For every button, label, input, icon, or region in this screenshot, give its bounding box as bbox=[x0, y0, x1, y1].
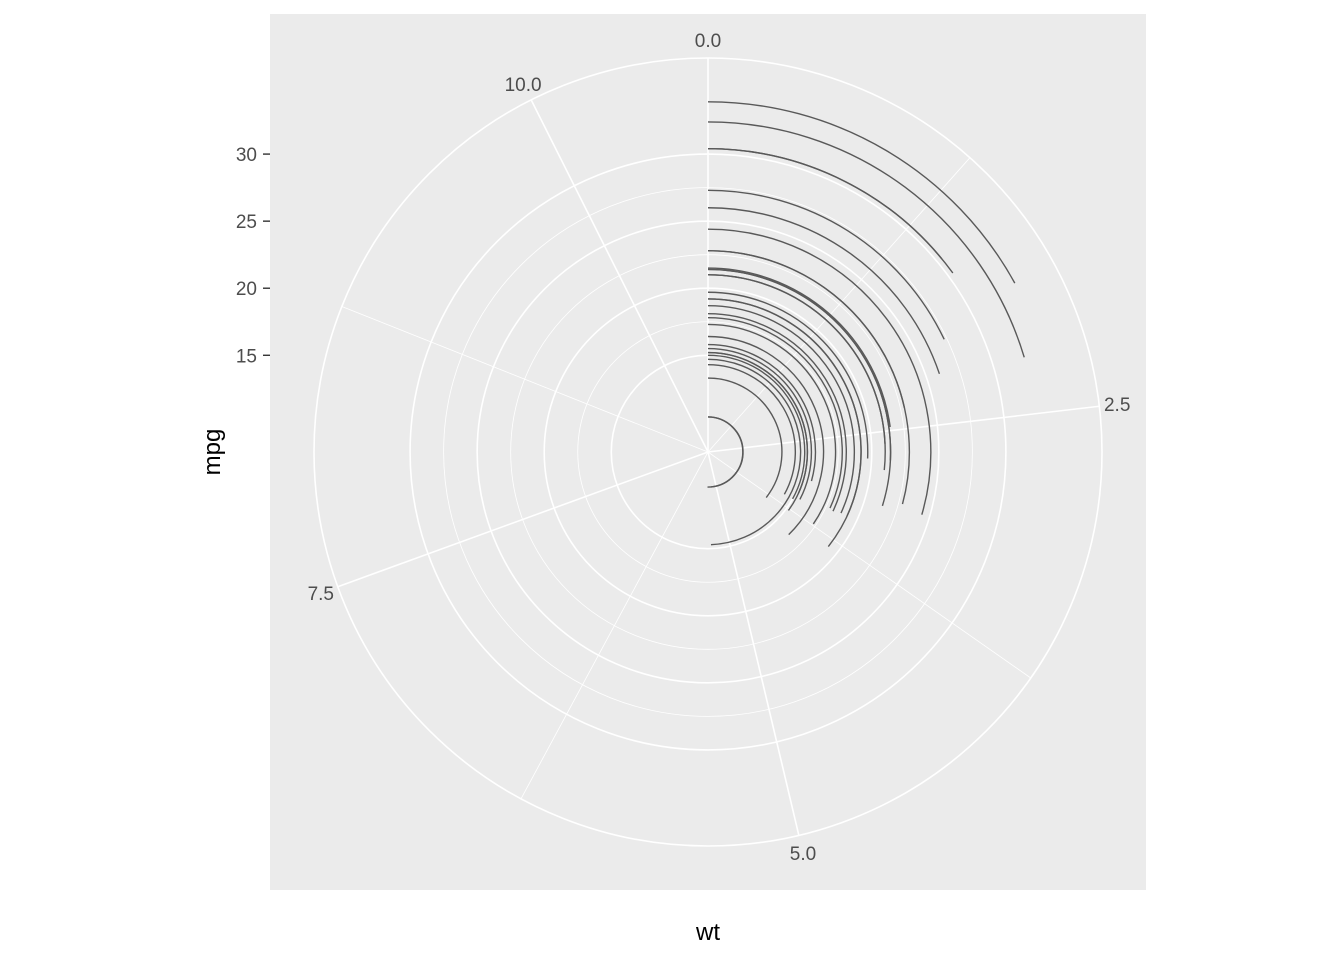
angular-gridline bbox=[530, 99, 709, 453]
x-tick-label: 5.0 bbox=[790, 844, 816, 865]
data-arc bbox=[707, 207, 941, 375]
data-arc bbox=[707, 274, 886, 471]
data-arc bbox=[707, 335, 825, 536]
x-tick-label: 7.5 bbox=[308, 584, 334, 605]
x-tick-label: 10.0 bbox=[505, 75, 542, 96]
data-arc bbox=[707, 148, 943, 260]
angular-gridline-minor bbox=[520, 451, 709, 799]
angular-gridline-minor bbox=[707, 451, 1031, 679]
y-tick-label: 15 bbox=[236, 346, 257, 367]
data-arc bbox=[707, 228, 932, 515]
data-arc bbox=[707, 121, 1025, 358]
data-arc bbox=[707, 268, 892, 461]
data-arc bbox=[707, 317, 843, 509]
data-arc bbox=[707, 249, 910, 505]
y-tick-label: 25 bbox=[236, 212, 257, 233]
grid bbox=[313, 57, 1103, 847]
x-tick-labels: 0.0 2.5 5.0 7.5 10.0 bbox=[308, 31, 1131, 865]
y-axis: 15 20 25 30 bbox=[236, 145, 270, 367]
data-arc bbox=[707, 323, 837, 525]
angular-gridline bbox=[707, 451, 800, 836]
data-segments bbox=[707, 101, 1025, 548]
data-arc bbox=[707, 101, 1016, 284]
data-arc bbox=[707, 347, 813, 500]
data-arc bbox=[707, 377, 783, 498]
y-axis-title: mpg bbox=[199, 429, 226, 476]
data-arc bbox=[707, 354, 806, 500]
data-arc bbox=[707, 291, 869, 459]
angular-gridline bbox=[707, 405, 1100, 453]
data-arc bbox=[707, 313, 847, 512]
y-tick-label: 30 bbox=[236, 145, 257, 166]
data-arc bbox=[707, 298, 862, 548]
data-arc bbox=[707, 351, 809, 494]
angular-gridline bbox=[337, 451, 709, 588]
x-tick-label: 2.5 bbox=[1104, 395, 1130, 416]
y-tick-label: 20 bbox=[236, 279, 257, 300]
x-tick-label: 0.0 bbox=[695, 31, 721, 52]
angular-gridline-minor bbox=[707, 157, 971, 453]
data-arc bbox=[707, 304, 855, 514]
x-axis-title: wt bbox=[695, 919, 720, 946]
data-arc bbox=[707, 358, 802, 546]
data-arc bbox=[707, 343, 817, 482]
data-arc bbox=[707, 189, 945, 340]
data-arc bbox=[707, 267, 891, 428]
data-arc bbox=[707, 416, 744, 488]
angular-gridline-minor bbox=[341, 306, 709, 453]
data-arc bbox=[707, 363, 797, 495]
